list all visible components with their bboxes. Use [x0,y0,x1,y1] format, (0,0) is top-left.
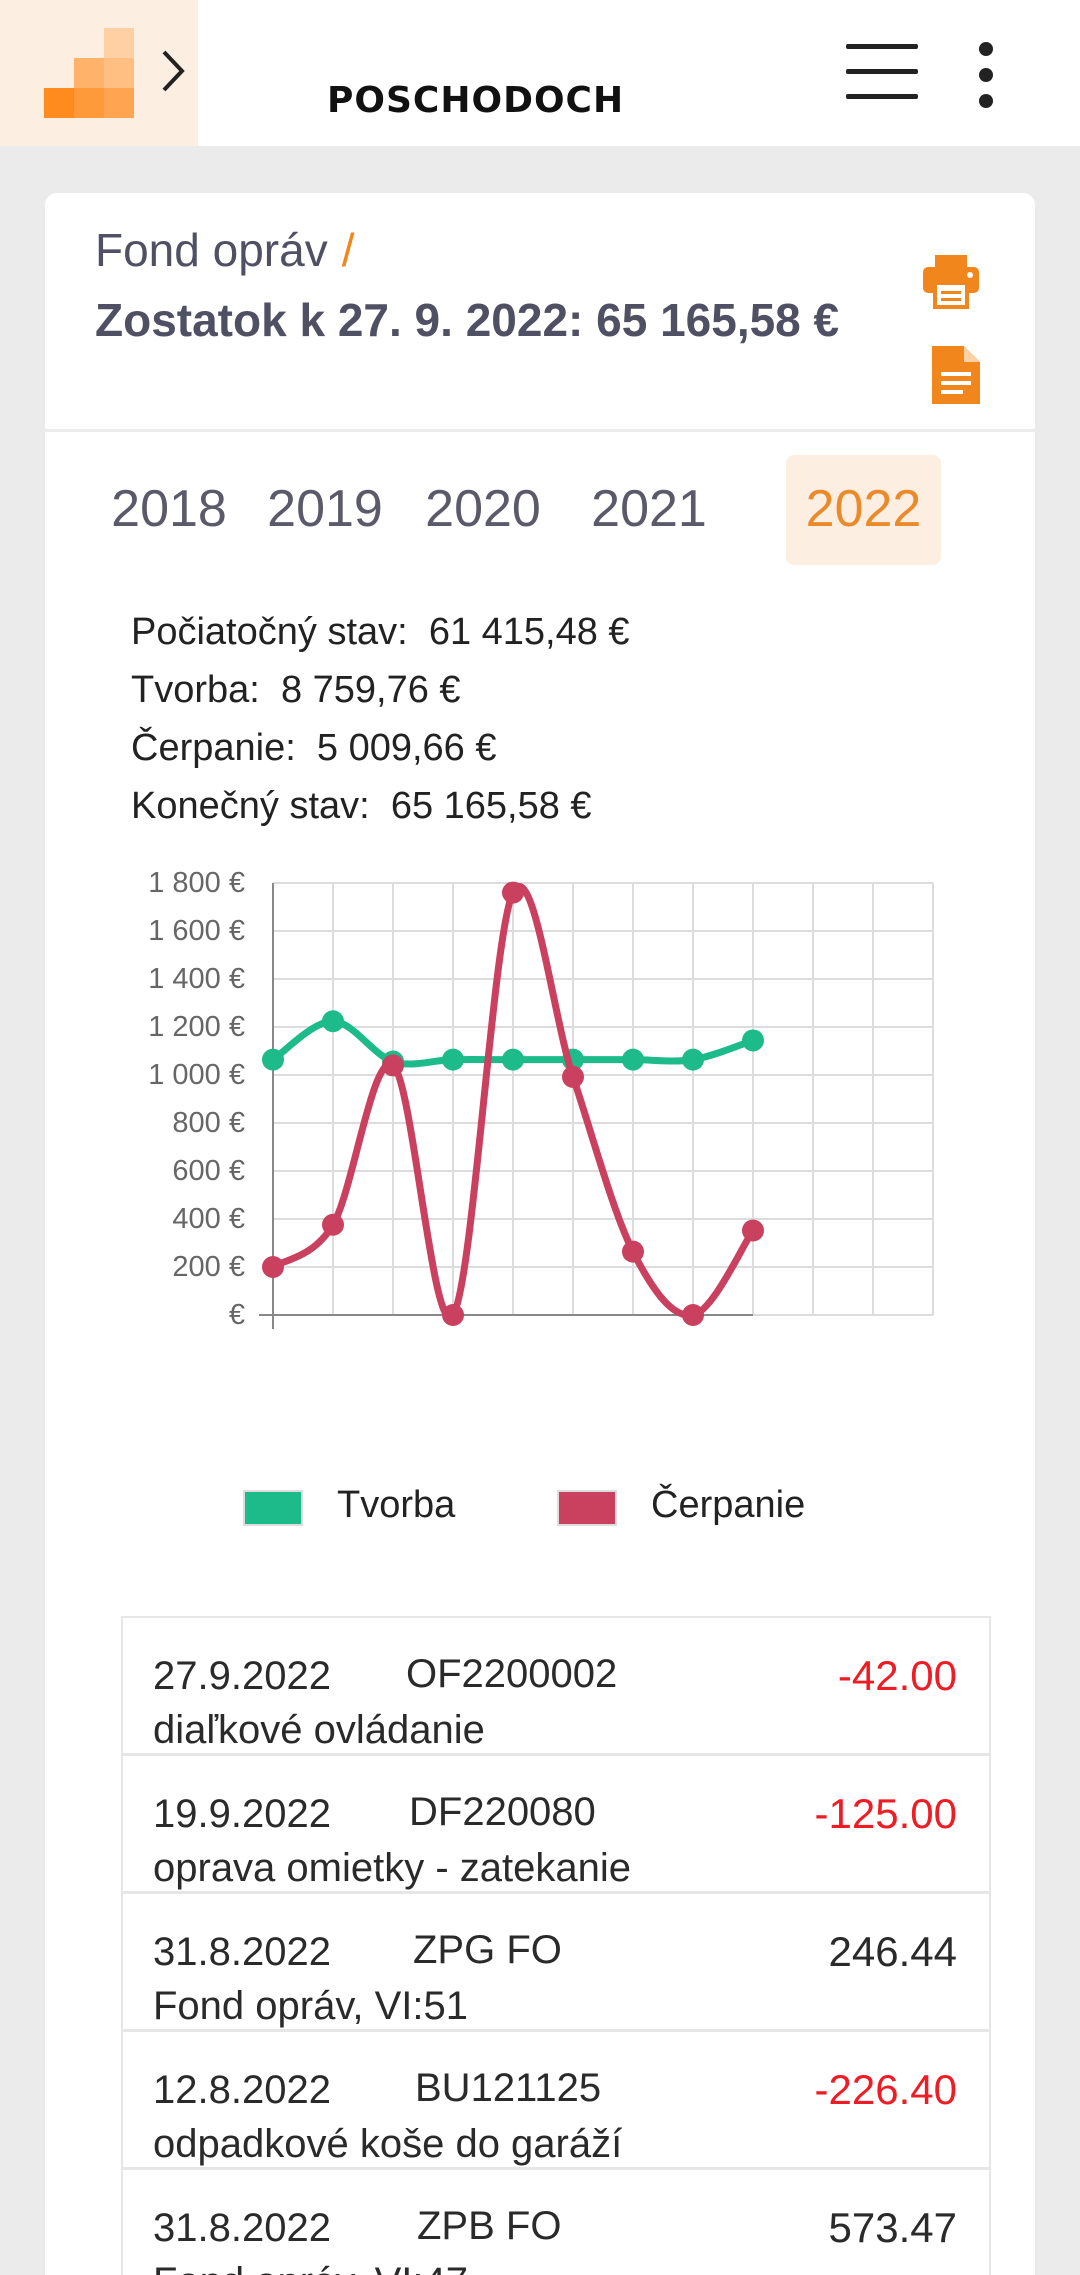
stat-row: Konečný stav: 65 165,58 € [131,785,592,827]
data-point [442,1304,464,1326]
y-tick-label: 1 600 € [148,915,245,947]
y-tick-label: € [229,1299,245,1331]
page-title: Fond opráv [95,224,328,276]
data-point [502,881,524,904]
chart-legend: Tvorba Čerpanie [45,1478,1035,1538]
series-line-Čerpanie [269,883,757,1321]
tx-date: 31.8.2022 [153,1930,331,1974]
data-point [322,1213,344,1236]
data-point [322,1010,344,1033]
table-row[interactable]: 31.8.2022 ZPG FO 246.44 Fond opráv, VI:5… [123,1894,989,2032]
data-point [442,1048,464,1071]
tx-ref: ZPB FO [417,2204,562,2248]
table-row[interactable]: 12.8.2022 BU121125 -226.40 odpadkové koš… [123,2032,989,2170]
back-to-home-button[interactable] [0,0,198,146]
tab-year-2020[interactable]: 2020 [425,480,541,538]
y-tick-label: 200 € [172,1251,245,1283]
data-point [742,1219,764,1242]
tx-desc: odpadkové koše do garáží [153,2122,623,2166]
tx-date: 12.8.2022 [153,2068,331,2112]
data-point [742,1029,764,1052]
fund-card: Fond opráv / Zostatok k 27. 9. 2022: 65 1… [45,193,1035,2275]
transaction-list: 27.9.2022 OF2200002 -42.00 diaľkové ovlá… [121,1616,991,2275]
tx-desc: oprava omietky - zatekanie [153,1846,632,1890]
tx-amount: 246.44 [828,1928,957,1975]
stairs-logo-icon [44,28,134,118]
breadcrumb-separator: / [341,224,355,276]
data-point [382,1054,404,1077]
tab-year-2022[interactable]: 2022 [786,455,941,565]
table-row[interactable]: 19.9.2022 DF220080 -125.00 oprava omietk… [123,1756,989,1894]
y-tick-label: 1 800 € [148,867,245,899]
breadcrumb: Fond opráv / [95,223,354,277]
tx-desc: Fond opráv, VI:47 [153,2260,468,2275]
data-point [562,1065,584,1088]
tx-desc: diaľkové ovládanie [153,1708,485,1752]
stat-row: Počiatočný stav: 61 415,48 € [131,611,630,653]
y-tick-label: 1 400 € [148,963,245,995]
data-point [622,1048,644,1071]
legend-label: Čerpanie [651,1484,806,1526]
data-point [622,1240,644,1263]
data-point [262,1048,284,1071]
tx-amount: -125.00 [814,1790,957,1837]
tx-ref: DF220080 [409,1790,596,1834]
tab-year-2018[interactable]: 2018 [111,480,227,538]
tx-desc: Fond opráv, VI:51 [153,1984,468,2028]
tx-amount: 573.47 [828,2204,957,2251]
legend-swatch [557,1490,617,1526]
y-tick-label: 1 000 € [148,1059,245,1091]
legend-label: Tvorba [337,1484,456,1526]
chevron-right-icon [162,50,185,92]
data-point [262,1256,284,1278]
balance-text: Zostatok k 27. 9. 2022: 65 165,58 € [95,294,840,346]
tx-amount: -42.00 [837,1652,957,1699]
y-tick-label: 600 € [172,1155,245,1187]
document-icon[interactable] [932,346,980,404]
card-header: Fond opráv / Zostatok k 27. 9. 2022: 65 1… [45,193,1035,432]
table-row[interactable]: 31.8.2022 ZPB FO 573.47 Fond opráv, VI:4… [123,2170,989,2275]
tx-amount: -226.40 [814,2066,957,2113]
y-tick-label: 800 € [172,1107,245,1139]
y-tick-label: 1 200 € [148,1011,245,1043]
top-bar: POSCHODOCH [0,0,1080,146]
tx-date: 31.8.2022 [153,2206,331,2250]
data-point [682,1048,704,1071]
data-point [682,1304,704,1326]
summary-stats: Počiatočný stav: 61 415,48 € Tvorba: 8 7… [131,603,630,835]
tx-ref: OF2200002 [406,1652,618,1696]
year-tabs: 2018 2019 2020 2021 2022 [45,455,1035,565]
legend-swatch [243,1490,303,1526]
stat-row: Čerpanie: 5 009,66 € [131,727,497,769]
tab-year-2021[interactable]: 2021 [591,480,707,538]
stat-row: Tvorba: 8 759,76 € [131,669,461,711]
y-tick-label: 400 € [172,1203,245,1235]
tx-date: 19.9.2022 [153,1792,331,1836]
tab-year-2019[interactable]: 2019 [267,480,383,538]
tx-ref: BU121125 [415,2066,602,2110]
data-point [502,1048,524,1071]
brand-name: POSCHODOCH [327,80,625,121]
tx-ref: ZPG FO [413,1928,562,1972]
more-options-icon[interactable] [968,42,1004,108]
fund-chart: 1 800 € 1 600 € 1 400 € 1 200 € 1 000 € 800 €… [148,867,934,1331]
printer-icon[interactable] [921,253,981,309]
table-row[interactable]: 27.9.2022 OF2200002 -42.00 diaľkové ovlá… [123,1618,989,1756]
menu-icon[interactable] [846,44,918,100]
tx-date: 27.9.2022 [153,1654,331,1698]
